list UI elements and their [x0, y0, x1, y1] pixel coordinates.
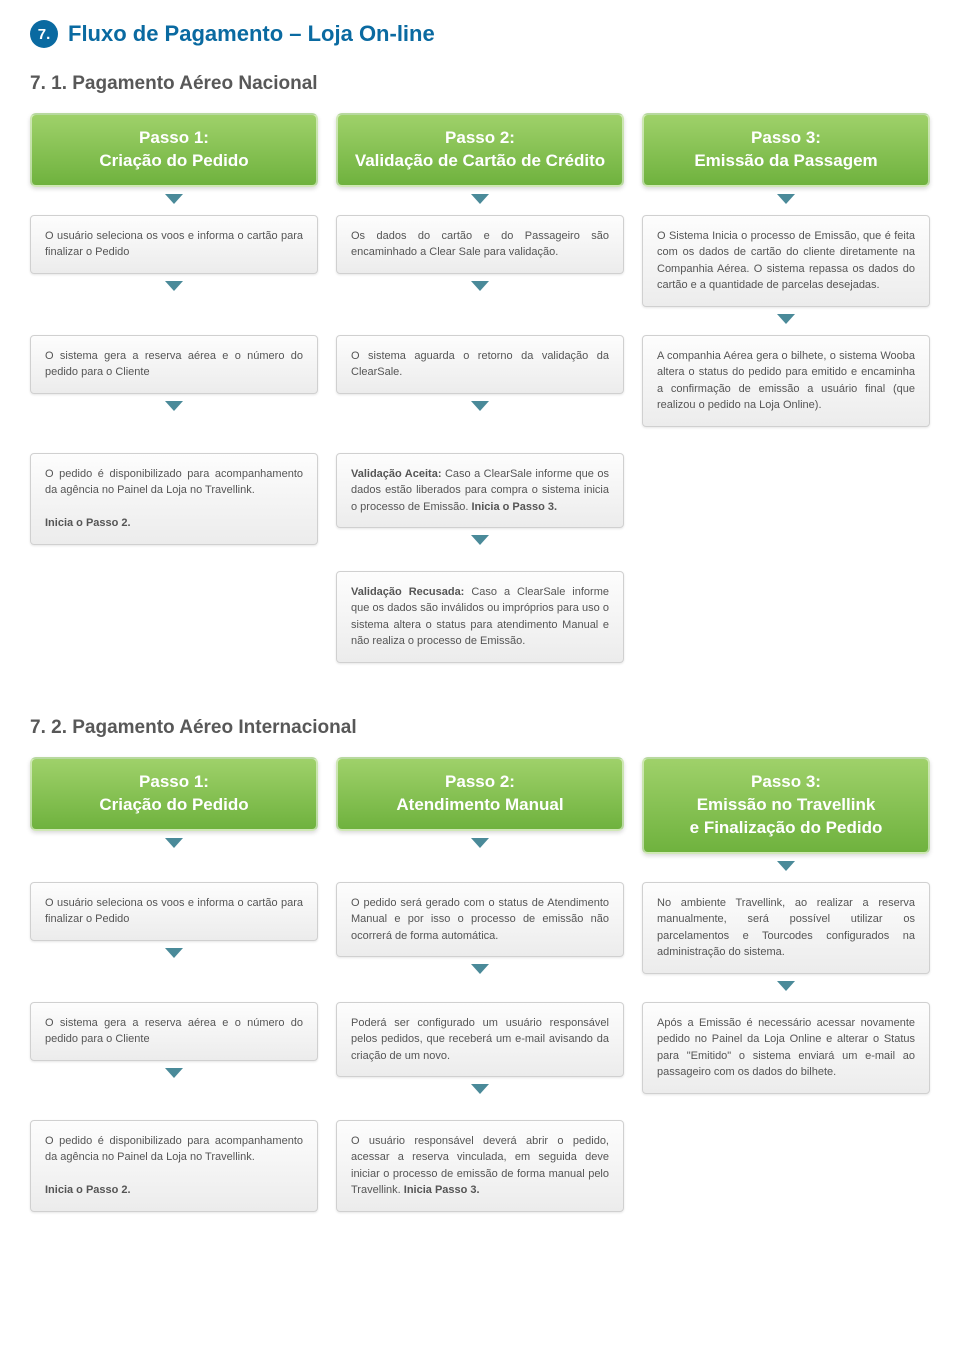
- info-box: O usuário responsável deverá abrir o ped…: [336, 1120, 624, 1212]
- step1-header: Passo 1: Criação do Pedido: [30, 757, 318, 831]
- info-box: O sistema gera a reserva aérea e o númer…: [30, 335, 318, 394]
- section2-row1: O usuário seleciona os voos e informa o …: [30, 882, 930, 998]
- info-box: A companhia Aérea gera o bilhete, o sist…: [642, 335, 930, 427]
- step2-header: Passo 2: Atendimento Manual: [336, 757, 624, 831]
- section1-row2: O sistema gera a reserva aérea e o númer…: [30, 335, 930, 449]
- info-box: O pedido é disponibilizado para acompanh…: [30, 1120, 318, 1212]
- info-box: O usuário seleciona os voos e informa o …: [30, 882, 318, 941]
- arrow-down-icon: [165, 401, 183, 411]
- section1-row4: Validação Recusada: Caso a ClearSale inf…: [30, 571, 930, 663]
- arrow-down-icon: [471, 964, 489, 974]
- section2-title: 7. 2. Pagamento Aéreo Internacional: [30, 717, 930, 739]
- arrow-down-icon: [471, 281, 489, 291]
- info-box: Validação Recusada: Caso a ClearSale inf…: [336, 571, 624, 663]
- section-badge: 7.: [30, 20, 58, 48]
- arrow-down-icon: [777, 194, 795, 204]
- step-label: Passo 3:: [654, 127, 918, 150]
- section2-row3: O pedido é disponibilizado para acompanh…: [30, 1120, 930, 1212]
- arrow-down-icon: [165, 1068, 183, 1078]
- step-label: Passo 3:: [654, 771, 918, 794]
- info-box: Os dados do cartão e do Passageiro são e…: [336, 215, 624, 274]
- section1-title: 7. 1. Pagamento Aéreo Nacional: [30, 73, 930, 95]
- step-desc: Validação de Cartão de Crédito: [348, 150, 612, 173]
- info-box: Validação Aceita: Caso a ClearSale infor…: [336, 453, 624, 529]
- info-box: No ambiente Travellink, ao realizar a re…: [642, 882, 930, 974]
- step-desc: Emissão da Passagem: [654, 150, 918, 173]
- arrow-down-icon: [777, 314, 795, 324]
- section1-row1: O usuário seleciona os voos e informa o …: [30, 215, 930, 331]
- info-box: Após a Emissão é necessário acessar nova…: [642, 1002, 930, 1094]
- info-box: O Sistema Inicia o processo de Emissão, …: [642, 215, 930, 307]
- arrow-down-icon: [165, 838, 183, 848]
- arrow-down-icon: [165, 948, 183, 958]
- arrow-down-icon: [471, 401, 489, 411]
- step-label: Passo 1:: [42, 127, 306, 150]
- arrow-down-icon: [777, 981, 795, 991]
- step-desc: Atendimento Manual: [348, 794, 612, 817]
- step-label: Passo 1:: [42, 771, 306, 794]
- page-title: Fluxo de Pagamento – Loja On-line: [68, 21, 435, 47]
- section1-row3: O pedido é disponibilizado para acompanh…: [30, 453, 930, 567]
- step-desc: Criação do Pedido: [42, 150, 306, 173]
- step2-header: Passo 2: Validação de Cartão de Crédito: [336, 113, 624, 187]
- step-label: Passo 2:: [348, 771, 612, 794]
- section1-steps-row: Passo 1: Criação do Pedido Passo 2: Vali…: [30, 113, 930, 211]
- step-desc: Criação do Pedido: [42, 794, 306, 817]
- step-desc: Emissão no Travellinke Finalização do Pe…: [654, 794, 918, 840]
- arrow-down-icon: [777, 861, 795, 871]
- info-box: O pedido é disponibilizado para acompanh…: [30, 453, 318, 545]
- arrow-down-icon: [165, 194, 183, 204]
- arrow-down-icon: [471, 838, 489, 848]
- info-box: O pedido será gerado com o status de Ate…: [336, 882, 624, 958]
- info-box: O usuário seleciona os voos e informa o …: [30, 215, 318, 274]
- step-label: Passo 2:: [348, 127, 612, 150]
- step3-header: Passo 3: Emissão no Travellinke Finaliza…: [642, 757, 930, 854]
- arrow-down-icon: [471, 194, 489, 204]
- section2-row2: O sistema gera a reserva aérea e o númer…: [30, 1002, 930, 1116]
- arrow-down-icon: [471, 1084, 489, 1094]
- info-box: O sistema gera a reserva aérea e o númer…: [30, 1002, 318, 1061]
- arrow-down-icon: [471, 535, 489, 545]
- step3-header: Passo 3: Emissão da Passagem: [642, 113, 930, 187]
- arrow-down-icon: [165, 281, 183, 291]
- page-header: 7. Fluxo de Pagamento – Loja On-line: [30, 20, 930, 48]
- section2-steps-row: Passo 1: Criação do Pedido Passo 2: Aten…: [30, 757, 930, 878]
- info-box: O sistema aguarda o retorno da validação…: [336, 335, 624, 394]
- info-box: Poderá ser configurado um usuário respon…: [336, 1002, 624, 1078]
- step1-header: Passo 1: Criação do Pedido: [30, 113, 318, 187]
